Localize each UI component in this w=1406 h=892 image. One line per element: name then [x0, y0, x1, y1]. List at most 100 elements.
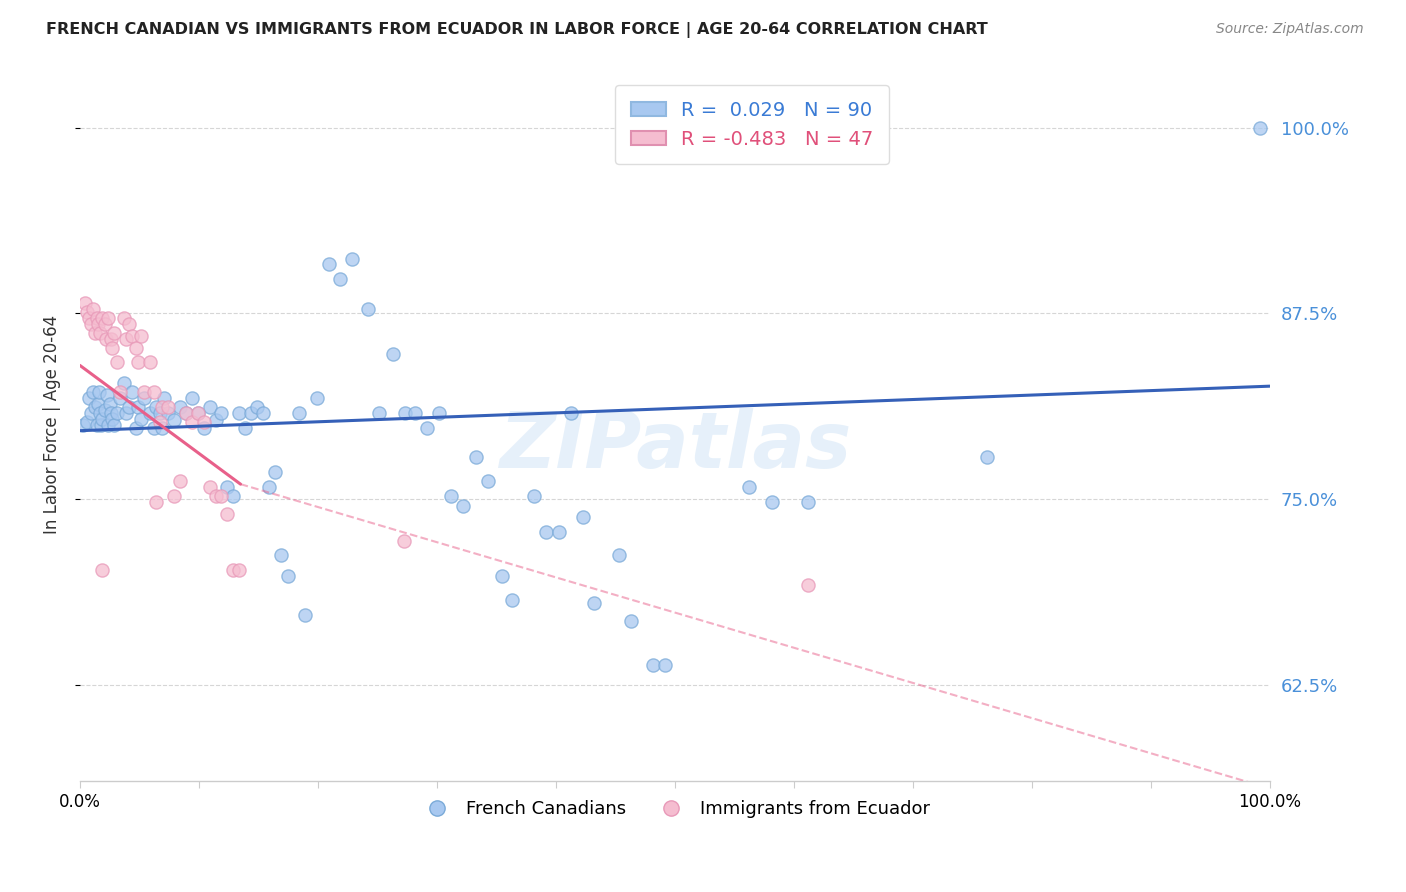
Point [465, 450, 488, 465]
Point [101, 341, 124, 355]
Point [103, 326, 125, 340]
Point [392, 533, 415, 548]
Point [118, 317, 141, 331]
Text: FRENCH CANADIAN VS IMMIGRANTS FROM ECUADOR IN LABOR FORCE | AGE 20-64 CORRELATIO: FRENCH CANADIAN VS IMMIGRANTS FROM ECUAD… [46, 22, 988, 38]
Point [72, 417, 94, 432]
Point [211, 489, 233, 503]
Point [211, 406, 233, 420]
Point [84, 326, 107, 340]
Point [129, 328, 152, 343]
Point [228, 406, 250, 420]
Point [89, 326, 111, 340]
Point [101, 412, 124, 426]
Point [187, 406, 209, 420]
Point [198, 480, 221, 494]
Point [100, 332, 122, 346]
Point [169, 474, 191, 488]
Point [257, 480, 280, 494]
Point [548, 524, 571, 539]
Point [94, 403, 117, 417]
Point [121, 385, 143, 400]
Point [217, 507, 239, 521]
Point [121, 328, 143, 343]
Point [86, 310, 108, 325]
Point [329, 272, 352, 286]
Text: ZIPatlas: ZIPatlas [499, 409, 851, 484]
Point [110, 385, 132, 400]
Point [76, 415, 98, 429]
Point [228, 563, 250, 577]
Point [198, 400, 221, 414]
Point [1249, 120, 1271, 135]
Point [76, 305, 98, 319]
Point [82, 301, 104, 316]
Point [501, 593, 523, 607]
Point [149, 415, 172, 429]
Point [180, 415, 202, 429]
Point [100, 406, 122, 420]
Point [115, 406, 138, 420]
Point [451, 500, 474, 514]
Point [654, 658, 676, 673]
Point [87, 385, 110, 400]
Point [193, 415, 215, 429]
Point [217, 480, 239, 494]
Point [270, 549, 292, 563]
Point [264, 465, 287, 479]
Point [318, 257, 340, 271]
Point [153, 391, 176, 405]
Point [560, 406, 582, 420]
Point [112, 310, 135, 325]
Point [204, 489, 226, 503]
Point [134, 391, 156, 405]
Point [134, 385, 156, 400]
Point [180, 391, 202, 405]
Point [357, 301, 380, 316]
Point [142, 421, 165, 435]
Point [125, 341, 148, 355]
Point [105, 355, 128, 369]
Point [477, 474, 499, 488]
Point [246, 400, 269, 414]
Point [607, 549, 630, 563]
Point [79, 406, 101, 420]
Point [118, 400, 141, 414]
Point [125, 421, 148, 435]
Point [84, 400, 107, 414]
Point [87, 317, 110, 331]
Point [174, 406, 197, 420]
Point [149, 406, 172, 420]
Point [427, 406, 450, 420]
Y-axis label: In Labor Force | Age 20-64: In Labor Force | Age 20-64 [44, 315, 60, 534]
Point [294, 607, 316, 622]
Point [145, 400, 167, 414]
Point [127, 400, 149, 414]
Point [150, 400, 173, 414]
Point [536, 524, 558, 539]
Point [79, 391, 101, 405]
Point [103, 417, 125, 432]
Point [233, 421, 256, 435]
Point [110, 391, 132, 405]
Point [222, 489, 245, 503]
Point [277, 569, 299, 583]
Point [105, 406, 128, 420]
Point [79, 310, 101, 325]
Point [156, 406, 179, 420]
Point [150, 421, 173, 435]
Point [89, 406, 111, 420]
Point [440, 489, 463, 503]
Point [305, 391, 328, 405]
Point [115, 332, 138, 346]
Point [222, 563, 245, 577]
Point [91, 563, 114, 577]
Point [142, 385, 165, 400]
Point [127, 355, 149, 369]
Point [404, 406, 426, 420]
Point [163, 489, 186, 503]
Point [87, 397, 110, 411]
Point [98, 397, 121, 411]
Point [97, 310, 120, 325]
Text: Source: ZipAtlas.com: Source: ZipAtlas.com [1216, 22, 1364, 37]
Point [90, 417, 112, 432]
